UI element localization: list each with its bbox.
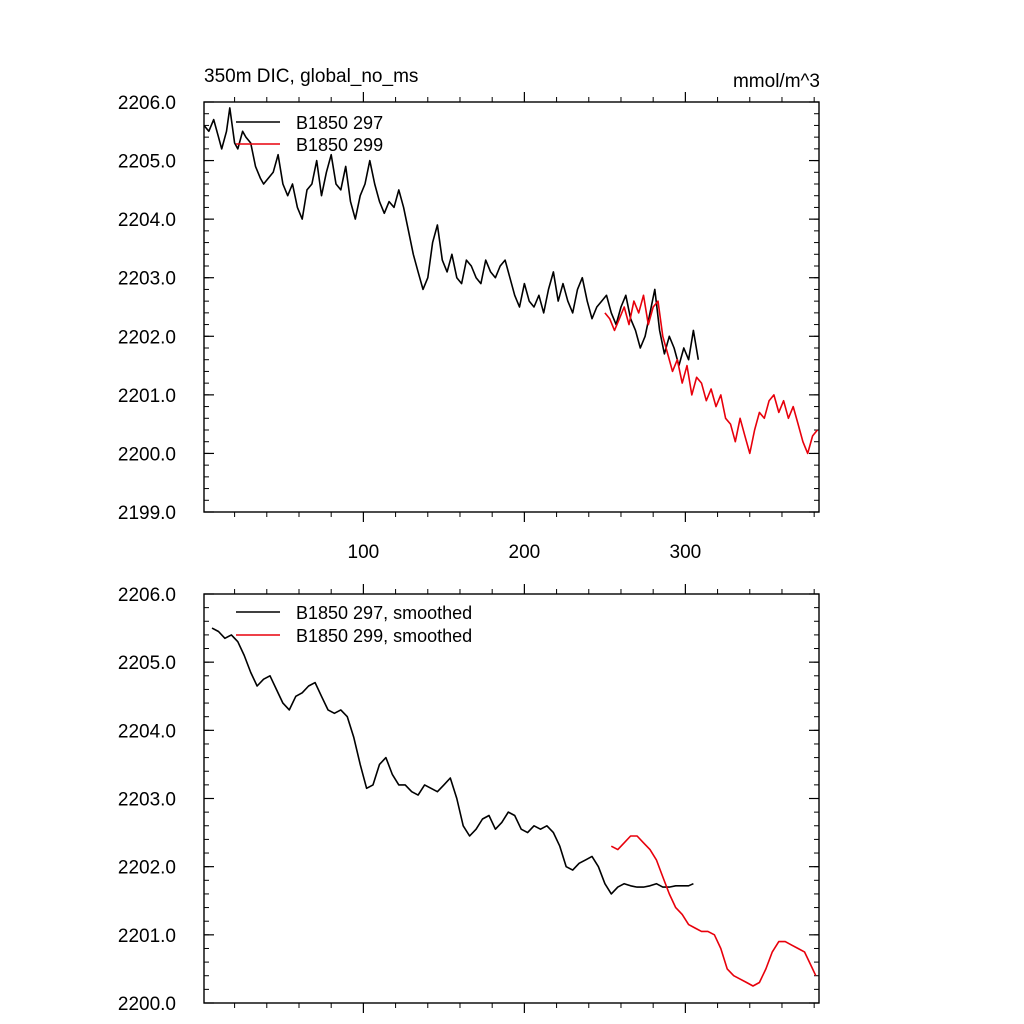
legend-label-b1850-297-smoothed: B1850 297, smoothed <box>296 603 472 623</box>
top-series-line-0 <box>203 107 700 367</box>
bottom-y-tick-label: 2205.0 <box>118 653 176 674</box>
top-x-tick-label: 300 <box>670 542 702 563</box>
top-y-tick-labels: 2199.0 2200.0 2201.0 2202.0 2203.0 2204.0 2205… <box>118 93 176 524</box>
legend-label-b1850-297: B1850 297 <box>296 113 383 133</box>
top-y-tick-label: 2204.0 <box>118 210 176 231</box>
top-tick-marks <box>204 92 819 522</box>
bottom-data-lines <box>211 627 817 987</box>
top-panel: 350m DIC, global_no_ms mmol/m^3 2199.0 22… <box>118 66 820 563</box>
bottom-legend: B1850 297, smoothed B1850 299, smoothed <box>236 603 472 646</box>
bottom-series-line-0 <box>211 627 694 895</box>
top-y-tick-label: 2203.0 <box>118 269 176 290</box>
top-plot-frame <box>203 101 820 513</box>
top-y-tick-label: 2202.0 <box>118 327 176 348</box>
bottom-y-tick-label: 2206.0 <box>118 585 176 606</box>
bottom-y-tick-label: 2203.0 <box>118 790 176 811</box>
top-y-tick-label: 2199.0 <box>118 503 176 524</box>
top-y-tick-label: 2205.0 <box>118 152 176 173</box>
top-series-line-1 <box>604 294 819 455</box>
top-y-tick-label: 2201.0 <box>118 386 176 407</box>
chart-title-left: 350m DIC, global_no_ms <box>204 66 418 87</box>
top-data-lines <box>203 107 819 455</box>
top-x-tick-label: 200 <box>509 542 541 563</box>
bottom-y-tick-label: 2200.0 <box>118 994 176 1015</box>
top-y-tick-label: 2200.0 <box>118 444 176 465</box>
top-y-tick-label: 2206.0 <box>118 93 176 114</box>
chart-title-units: mmol/m^3 <box>733 71 820 92</box>
bottom-y-tick-label: 2201.0 <box>118 926 176 947</box>
top-x-tick-label: 100 <box>348 542 380 563</box>
bottom-series-line-1 <box>610 835 817 987</box>
bottom-y-tick-labels: 2200.0 2201.0 2202.0 2203.0 2204.0 2205.0 2206… <box>118 585 176 1015</box>
bottom-panel: 2200.0 2201.0 2202.0 2203.0 2204.0 2205.0 2206… <box>118 584 820 1015</box>
bottom-y-tick-label: 2202.0 <box>118 858 176 879</box>
bottom-y-tick-label: 2204.0 <box>118 721 176 742</box>
bottom-plot-frame <box>203 593 820 1004</box>
bottom-tick-marks <box>204 584 819 1013</box>
top-x-tick-labels: 100 200 300 <box>348 542 702 563</box>
legend-label-b1850-299-smoothed: B1850 299, smoothed <box>296 626 472 646</box>
legend-label-b1850-299: B1850 299 <box>296 135 383 155</box>
top-legend: B1850 297 B1850 299 <box>236 113 383 155</box>
